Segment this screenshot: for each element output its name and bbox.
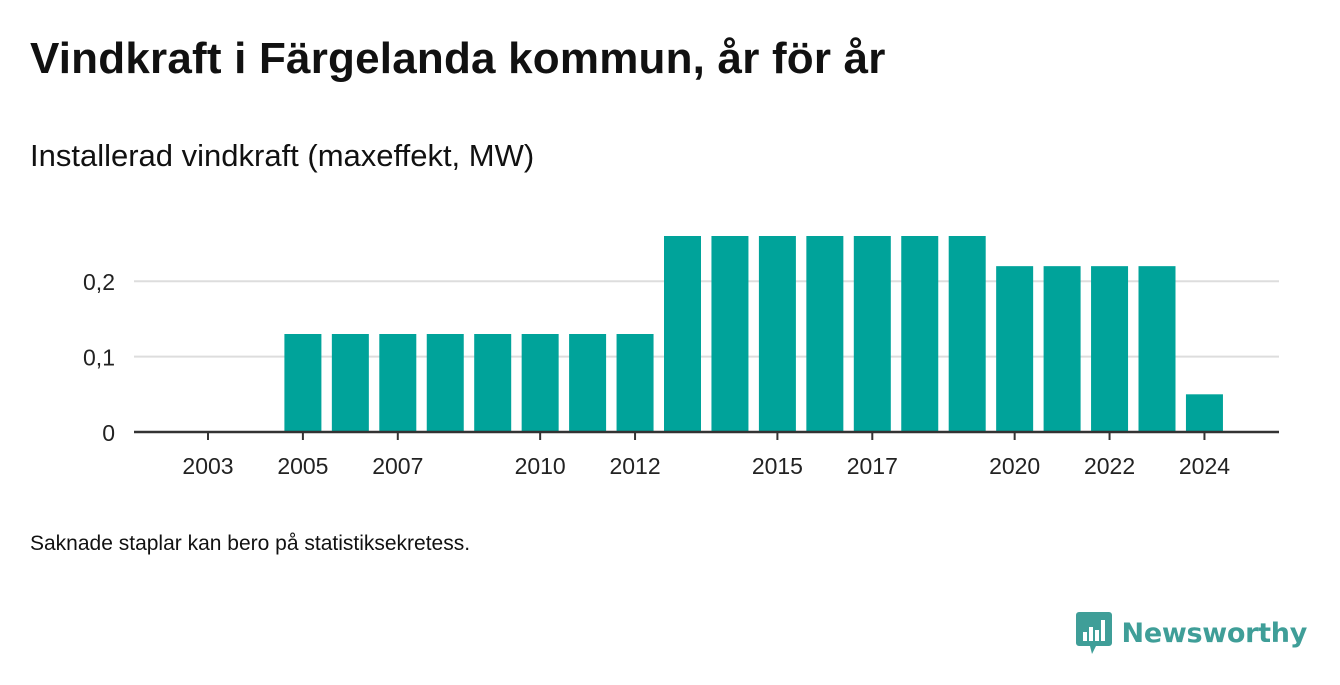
y-axis-labels: 0 0,1 0,2 bbox=[83, 269, 115, 446]
brand-name: Newsworthy bbox=[1121, 617, 1308, 649]
bar-2011 bbox=[569, 334, 607, 432]
bar-2014 bbox=[711, 236, 749, 432]
bar-2010 bbox=[521, 334, 559, 432]
y-tick-label: 0 bbox=[102, 420, 115, 446]
newsworthy-chart-icon bbox=[1075, 612, 1112, 654]
bar-2009 bbox=[474, 334, 512, 432]
bar-2023 bbox=[1138, 266, 1176, 432]
bar-2024 bbox=[1185, 394, 1223, 432]
x-tick-label: 2020 bbox=[989, 453, 1040, 479]
bar-2015 bbox=[758, 236, 796, 432]
x-tick-label: 2005 bbox=[277, 453, 328, 479]
bar-2013 bbox=[664, 236, 701, 432]
bar-2016 bbox=[806, 236, 844, 432]
bar-2021 bbox=[1043, 266, 1081, 432]
x-tick-label: 2007 bbox=[372, 453, 423, 479]
bar-2017 bbox=[853, 236, 891, 432]
x-tick-label: 2022 bbox=[1084, 453, 1135, 479]
x-tick-label: 2012 bbox=[609, 453, 660, 479]
x-tick-label: 2015 bbox=[752, 453, 803, 479]
bar-chart: 0 0,1 0,2 2003 2005 2007 2010 2012 2015 2017 2020… bbox=[83, 236, 1279, 479]
newsworthy-logo[interactable]: Newsworthy bbox=[1075, 612, 1308, 654]
bar-2006 bbox=[331, 334, 369, 432]
chart-title: Vindkraft i Färgelanda kommun, år för år bbox=[30, 34, 886, 83]
bar-2018 bbox=[901, 236, 939, 432]
bar-2008 bbox=[426, 334, 464, 432]
x-tick-label: 2003 bbox=[182, 453, 233, 479]
grid-lines bbox=[134, 280, 1279, 358]
bar-2005 bbox=[284, 334, 322, 432]
chart-subtitle: Installerad vindkraft (maxeffekt, MW) bbox=[30, 138, 535, 173]
y-tick-label: 0,1 bbox=[83, 345, 115, 371]
bar-2019 bbox=[948, 236, 986, 432]
x-tick-label: 2024 bbox=[1179, 453, 1230, 479]
bar-2012 bbox=[616, 334, 654, 432]
y-tick-label: 0,2 bbox=[83, 269, 115, 295]
x-tick-label: 2017 bbox=[847, 453, 898, 479]
x-axis bbox=[134, 430, 1279, 440]
bar-2007 bbox=[379, 334, 417, 432]
bars bbox=[284, 236, 1223, 432]
x-tick-label: 2010 bbox=[515, 453, 566, 479]
footnote: Saknade staplar kan bero på statistiksek… bbox=[30, 532, 471, 555]
bar-2022 bbox=[1091, 266, 1129, 432]
bar-2020 bbox=[996, 266, 1034, 432]
x-axis-labels: 2003 2005 2007 2010 2012 2015 2017 2020 2022 2024 bbox=[182, 453, 1230, 479]
